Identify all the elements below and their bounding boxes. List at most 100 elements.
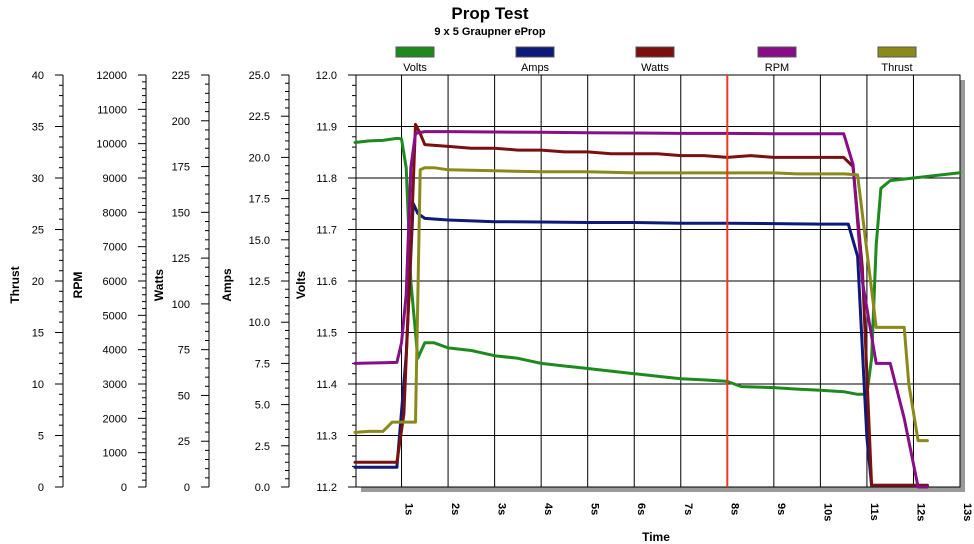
tick-label-volts: 11.7 <box>316 225 337 237</box>
x-tick-label: 3s <box>496 503 508 515</box>
legend-label: Thrust <box>881 62 912 74</box>
tick-label-rpm: 2000 <box>103 413 127 425</box>
tick-label-volts: 11.6 <box>316 276 337 288</box>
tick-label-rpm: 5000 <box>103 310 127 322</box>
chart-subtitle: 9 x 5 Graupner eProp <box>434 26 546 38</box>
tick-label-volts: 11.3 <box>316 431 337 443</box>
series-line-amps <box>353 202 929 488</box>
tick-label-amps: 17.5 <box>249 194 270 206</box>
tick-label-thrust: 40 <box>32 70 44 82</box>
tick-label-amps: 25.0 <box>249 70 270 82</box>
series-line-watts <box>353 122 929 487</box>
x-tick-label: 2s <box>449 503 461 515</box>
tick-label-watts: 125 <box>172 253 190 265</box>
axis-volts: 11.2 11.3 11.4 11.5 11.6 11.7 11.8 11.9 12.0 Volt… <box>294 70 356 494</box>
tick-label-rpm: 10000 <box>96 139 127 151</box>
x-tick-label: 13s <box>961 503 973 521</box>
x-tick-label: 10s <box>821 503 833 521</box>
axis-title-thrust: Thrust <box>8 266 22 303</box>
tick-label-amps: 15.0 <box>249 235 270 247</box>
tick-label-volts: 11.2 <box>316 482 337 494</box>
tick-label-rpm: 8000 <box>103 207 127 219</box>
tick-label-amps: 2.5 <box>255 441 270 453</box>
tick-label-rpm: 0 <box>121 482 127 494</box>
tick-label-watts: 25 <box>178 436 190 448</box>
time-axis: 1s 2s 3s 4s 5s 6s 7s 8s 9s 10s 11s 12s 13s <box>403 503 973 521</box>
tick-label-thrust: 5 <box>38 431 44 443</box>
tick-label-rpm: 9000 <box>103 173 127 185</box>
tick-label-rpm: 12000 <box>96 70 127 82</box>
tick-label-volts: 11.9 <box>316 122 337 134</box>
legend: Volts Amps Watts RPM Thrust <box>395 46 917 74</box>
tick-label-watts: 200 <box>172 116 190 128</box>
tick-label-amps: 22.5 <box>249 111 270 123</box>
tick-label-amps: 10.0 <box>249 317 270 329</box>
tick-label-watts: 175 <box>172 162 190 174</box>
tick-label-thrust: 30 <box>32 173 44 185</box>
legend-swatch <box>877 46 917 58</box>
tick-label-amps: 20.0 <box>249 152 270 164</box>
x-tick-label: 11s <box>868 503 880 521</box>
tick-label-thrust: 20 <box>32 276 44 288</box>
tick-label-rpm: 7000 <box>103 242 127 254</box>
legend-item-thrust: Thrust <box>877 46 917 74</box>
axis-thrust: 0 5 10 15 20 25 30 35 40 Thrust <box>8 70 64 494</box>
x-axis-label: Time <box>642 530 670 544</box>
legend-swatch <box>515 46 555 58</box>
value-axes: 0510152025303540Thrust010002000300040005… <box>8 70 356 494</box>
legend-item-watts: Watts <box>635 46 675 74</box>
tick-label-amps: 5.0 <box>255 400 270 412</box>
tick-label-rpm: 1000 <box>103 448 127 460</box>
x-tick-label: 1s <box>403 503 415 515</box>
tick-label-watts: 75 <box>178 345 190 357</box>
series-line-thrust <box>353 166 929 443</box>
tick-label-amps: 7.5 <box>255 358 270 370</box>
x-tick-label: 9s <box>775 503 787 515</box>
tick-label-rpm: 6000 <box>103 276 127 288</box>
plot-area <box>353 74 965 492</box>
tick-label-volts: 11.5 <box>316 328 337 340</box>
x-tick-label: 8s <box>728 503 740 515</box>
axis-rpm: 0 1000 2000 3000 4000 5000 6000 7000 8000 9000 100… <box>71 70 147 494</box>
axis-title-watts: Watts <box>152 269 166 302</box>
x-tick-label: 6s <box>635 503 647 515</box>
tick-label-amps: 0.0 <box>255 482 270 494</box>
tick-label-rpm: 3000 <box>103 379 127 391</box>
x-tick-label: 7s <box>682 503 694 515</box>
tick-label-volts: 11.8 <box>316 173 337 185</box>
legend-label: Watts <box>641 62 669 74</box>
legend-label: Amps <box>521 62 550 74</box>
legend-swatch <box>395 46 435 58</box>
axis-title-amps: Amps <box>220 268 234 302</box>
legend-label: RPM <box>765 62 789 74</box>
tick-label-volts: 12.0 <box>316 70 337 82</box>
tick-label-thrust: 10 <box>32 379 44 391</box>
tick-label-watts: 225 <box>172 70 190 82</box>
tick-label-thrust: 35 <box>32 122 44 134</box>
legend-item-amps: Amps <box>515 46 555 74</box>
x-tick-label: 5s <box>589 503 601 515</box>
legend-label: Volts <box>403 62 427 74</box>
legend-swatch <box>635 46 675 58</box>
x-tick-label: 4s <box>542 503 554 515</box>
tick-label-rpm: 11000 <box>97 104 127 116</box>
tick-label-thrust: 0 <box>38 482 44 494</box>
tick-label-watts: 50 <box>178 390 190 402</box>
legend-item-rpm: RPM <box>757 46 797 74</box>
x-tick-label: 12s <box>914 503 926 521</box>
legend-swatch <box>757 46 797 58</box>
tick-label-watts: 100 <box>172 299 190 311</box>
axis-watts: 0 25 50 75 100 125 150 175 200 225 Watts <box>152 70 210 494</box>
axis-title-rpm: RPM <box>71 272 85 299</box>
chart-title: Prop Test <box>451 4 528 23</box>
tick-label-watts: 150 <box>172 207 190 219</box>
legend-item-volts: Volts <box>395 46 435 74</box>
axis-title-volts: Volts <box>294 270 308 299</box>
axis-amps: 0.0 2.5 5.0 7.5 10.0 12.5 15.0 17.5 20.0 22.5 25.0… <box>220 70 290 494</box>
tick-label-watts: 0 <box>184 482 190 494</box>
tick-label-thrust: 15 <box>32 328 44 340</box>
tick-label-thrust: 25 <box>32 225 44 237</box>
tick-label-volts: 11.4 <box>316 379 337 391</box>
tick-label-rpm: 4000 <box>103 345 127 357</box>
